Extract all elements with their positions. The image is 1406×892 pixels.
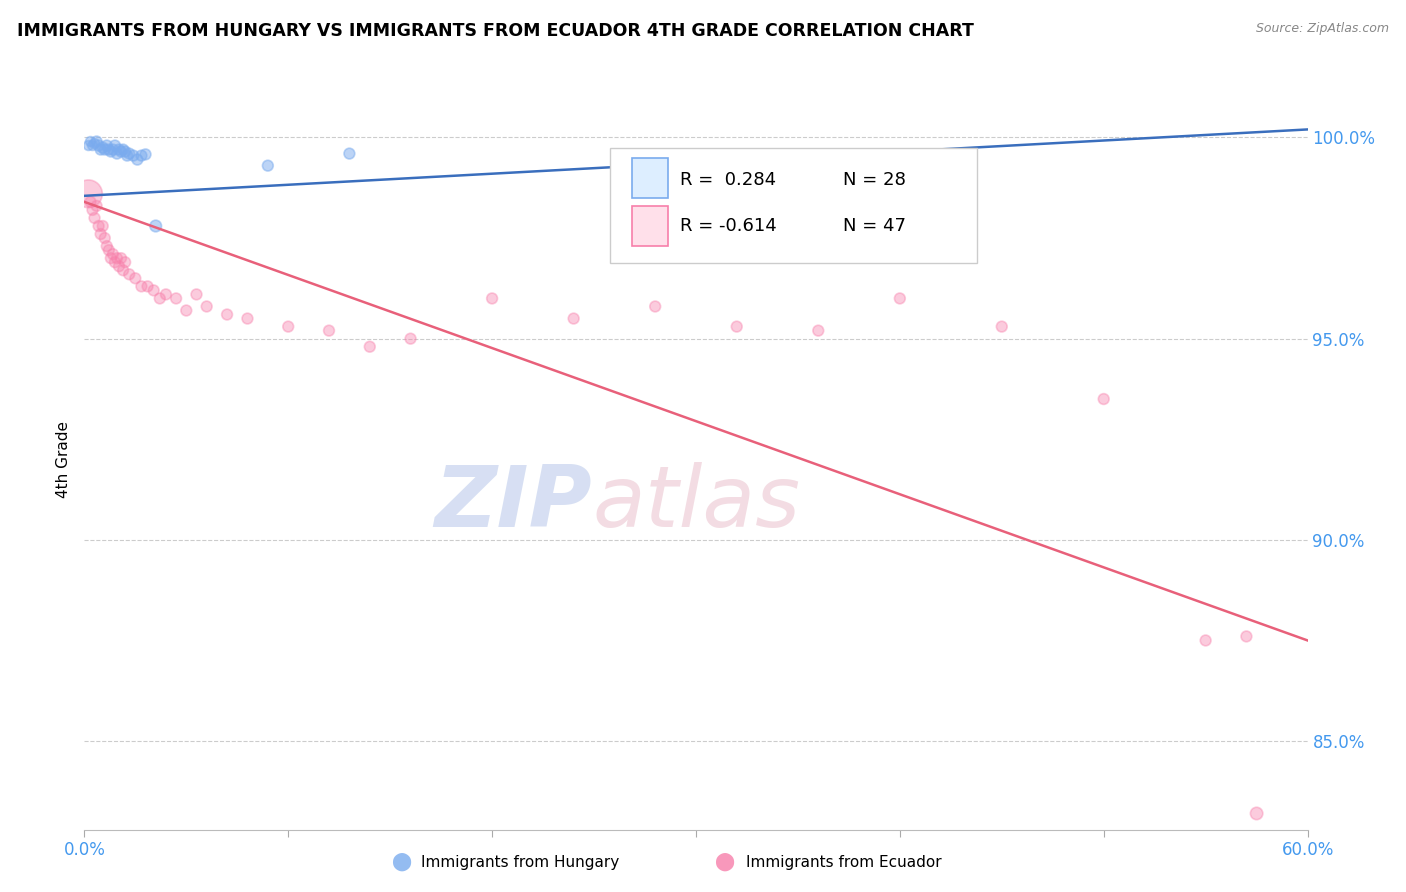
Text: IMMIGRANTS FROM HUNGARY VS IMMIGRANTS FROM ECUADOR 4TH GRADE CORRELATION CHART: IMMIGRANTS FROM HUNGARY VS IMMIGRANTS FR… bbox=[17, 22, 974, 40]
Point bbox=[104, 255, 127, 269]
Text: ZIP: ZIP bbox=[434, 462, 592, 545]
Text: ⬤: ⬤ bbox=[714, 853, 734, 871]
Text: atlas: atlas bbox=[592, 462, 800, 545]
Point bbox=[105, 251, 128, 265]
Point bbox=[93, 231, 115, 245]
Text: ⬤: ⬤ bbox=[391, 853, 411, 871]
Point bbox=[79, 135, 101, 149]
Point bbox=[91, 219, 114, 233]
Y-axis label: 4th Grade: 4th Grade bbox=[56, 421, 72, 498]
Point bbox=[108, 143, 131, 157]
Point bbox=[108, 259, 131, 273]
Point bbox=[127, 153, 149, 167]
Point bbox=[87, 219, 110, 233]
Point bbox=[155, 287, 177, 301]
Point bbox=[110, 251, 132, 265]
Point bbox=[142, 284, 165, 298]
Text: Immigrants from Ecuador: Immigrants from Ecuador bbox=[745, 855, 942, 870]
Point bbox=[481, 292, 503, 306]
Point bbox=[82, 202, 104, 217]
Point bbox=[186, 287, 208, 301]
Point bbox=[97, 243, 120, 257]
Point bbox=[100, 251, 122, 265]
Point bbox=[145, 219, 167, 233]
Point bbox=[318, 324, 340, 338]
Text: Source: ZipAtlas.com: Source: ZipAtlas.com bbox=[1256, 22, 1389, 36]
Point bbox=[122, 148, 145, 162]
Point bbox=[97, 143, 120, 157]
Point bbox=[135, 147, 157, 161]
Text: N = 28: N = 28 bbox=[842, 171, 905, 189]
Point bbox=[1246, 806, 1268, 821]
Point bbox=[131, 148, 153, 162]
Point bbox=[562, 311, 585, 326]
FancyBboxPatch shape bbox=[633, 206, 668, 246]
Point bbox=[195, 300, 218, 314]
Text: R =  0.284: R = 0.284 bbox=[681, 171, 776, 189]
Point bbox=[96, 239, 118, 253]
Point bbox=[399, 332, 422, 346]
Point bbox=[136, 279, 159, 293]
Point bbox=[104, 138, 127, 153]
Point bbox=[114, 255, 136, 269]
Point bbox=[90, 227, 112, 241]
Point bbox=[277, 319, 299, 334]
Point bbox=[110, 145, 132, 159]
Point bbox=[131, 279, 153, 293]
Point bbox=[96, 138, 118, 153]
Point bbox=[114, 145, 136, 159]
Point bbox=[83, 211, 105, 225]
Point bbox=[82, 138, 104, 153]
Point bbox=[644, 300, 666, 314]
Point bbox=[165, 292, 187, 306]
Point bbox=[991, 319, 1014, 334]
Point bbox=[101, 143, 124, 157]
Point bbox=[1236, 629, 1258, 643]
Text: R = -0.614: R = -0.614 bbox=[681, 217, 778, 235]
Point bbox=[118, 268, 141, 282]
Point bbox=[124, 271, 146, 285]
Point bbox=[725, 319, 748, 334]
Point bbox=[359, 340, 381, 354]
Point bbox=[112, 263, 135, 277]
Text: N = 47: N = 47 bbox=[842, 217, 905, 235]
Point bbox=[149, 292, 172, 306]
Point bbox=[86, 135, 108, 149]
FancyBboxPatch shape bbox=[633, 158, 668, 198]
Point bbox=[257, 159, 280, 173]
Point bbox=[217, 308, 239, 322]
Point bbox=[91, 140, 114, 154]
Point bbox=[86, 199, 108, 213]
Point bbox=[118, 146, 141, 161]
Point bbox=[87, 138, 110, 153]
Point bbox=[101, 247, 124, 261]
Text: Immigrants from Hungary: Immigrants from Hungary bbox=[420, 855, 620, 870]
Point bbox=[1092, 392, 1115, 406]
Point bbox=[236, 311, 259, 326]
Point bbox=[1195, 633, 1218, 648]
Point bbox=[90, 143, 112, 157]
Point bbox=[100, 145, 122, 159]
Point bbox=[79, 194, 101, 209]
Point bbox=[115, 148, 138, 162]
Point bbox=[77, 186, 100, 201]
Point bbox=[83, 136, 105, 151]
Point bbox=[93, 143, 115, 157]
Point bbox=[105, 146, 128, 161]
Point bbox=[112, 143, 135, 157]
Point bbox=[77, 138, 100, 153]
Point bbox=[339, 146, 361, 161]
Point bbox=[174, 303, 197, 318]
Point bbox=[889, 292, 911, 306]
FancyBboxPatch shape bbox=[610, 148, 977, 263]
Point bbox=[807, 324, 830, 338]
